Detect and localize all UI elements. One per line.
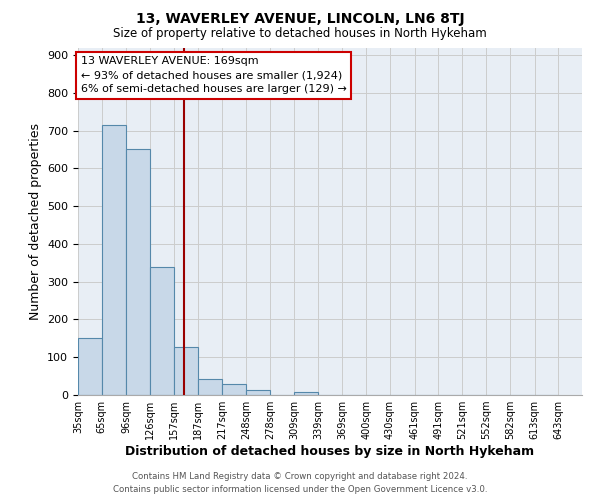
Text: Size of property relative to detached houses in North Hykeham: Size of property relative to detached ho… (113, 28, 487, 40)
Text: 13, WAVERLEY AVENUE, LINCOLN, LN6 8TJ: 13, WAVERLEY AVENUE, LINCOLN, LN6 8TJ (136, 12, 464, 26)
Bar (222, 384, 246, 395)
Bar (175, 346, 198, 395)
Bar (78, 338, 101, 395)
Text: Contains HM Land Registry data © Crown copyright and database right 2024.
Contai: Contains HM Land Registry data © Crown c… (113, 472, 487, 494)
Bar (126, 150, 150, 395)
Text: 13 WAVERLEY AVENUE: 169sqm
← 93% of detached houses are smaller (1,924)
6% of se: 13 WAVERLEY AVENUE: 169sqm ← 93% of deta… (80, 56, 346, 94)
Bar (295, 392, 318, 395)
X-axis label: Distribution of detached houses by size in North Hykeham: Distribution of detached houses by size … (125, 445, 535, 458)
Bar (150, 266, 175, 395)
Bar (246, 390, 270, 395)
Y-axis label: Number of detached properties: Number of detached properties (29, 122, 41, 320)
Bar (198, 379, 222, 395)
Bar (101, 125, 126, 395)
